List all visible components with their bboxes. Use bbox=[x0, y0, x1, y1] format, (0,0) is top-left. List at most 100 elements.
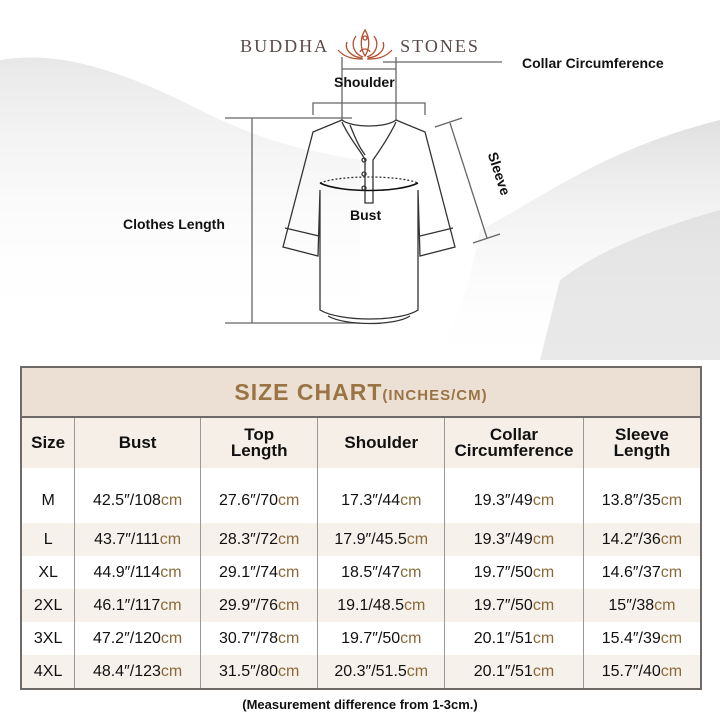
value-text: 14.6″/37 bbox=[601, 563, 661, 581]
measurement-cell: 29.1″/74cm bbox=[199, 556, 318, 589]
value-text: 28.3″/72 bbox=[218, 530, 279, 548]
unit-text: cm bbox=[278, 530, 300, 548]
table-row: XL 44.9″/114cm 29.1″/74cm 18.5″/47cm 19.7″/5… bbox=[21, 556, 701, 589]
size-cell: 4XL bbox=[21, 655, 75, 689]
value-text: 15.4″/39 bbox=[601, 629, 661, 647]
unit-text: cm bbox=[400, 563, 422, 581]
measurement-cell: 19.1/48.5cm bbox=[317, 589, 445, 622]
value-text: 20.3″/51.5 bbox=[334, 662, 407, 680]
size-chart-table: SIZE CHART(INCHES/CM) Size Bust Top Length S… bbox=[20, 366, 702, 690]
measurement-cell: 15″/38cm bbox=[582, 589, 701, 622]
unit-text: cm bbox=[532, 629, 555, 647]
unit-text: cm bbox=[660, 629, 683, 647]
column-header: Collar Circumference bbox=[444, 417, 584, 468]
unit-text: cm bbox=[160, 596, 182, 614]
unit-text: cm bbox=[278, 563, 300, 581]
shirt-outline bbox=[282, 119, 456, 325]
measurement-cell: 19.7″/50cm bbox=[317, 622, 445, 655]
header-text: Bust bbox=[118, 433, 157, 452]
unit-text: cm bbox=[160, 491, 183, 509]
table-row: 2XL 46.1″/117cm 29.9″/76cm 19.1/48.5cm 19.7″… bbox=[21, 589, 701, 622]
value-text: 31.5″/80 bbox=[218, 662, 279, 680]
unit-text: cm bbox=[160, 563, 182, 581]
header-text: Size bbox=[31, 433, 66, 452]
measurement-cell: 17.9″/45.5cm bbox=[317, 523, 445, 556]
unit-text: cm bbox=[406, 530, 429, 548]
unit-text: cm bbox=[403, 596, 426, 614]
measurement-cell: 44.9″/114cm bbox=[74, 556, 201, 589]
brand-logo: BUDDHA STONES bbox=[0, 26, 720, 67]
unit-text: cm bbox=[160, 662, 183, 680]
unit-text: cm bbox=[159, 530, 182, 548]
measure-lines bbox=[225, 57, 502, 324]
measurement-cell: 43.7″/111cm bbox=[74, 523, 201, 556]
measurement-cell: 31.5″/80cm bbox=[199, 655, 318, 689]
unit-text: cm bbox=[532, 563, 555, 581]
value-text: 18.5″/47 bbox=[341, 563, 401, 581]
table-row: 4XL 48.4″/123cm 31.5″/80cm 20.3″/51.5cm 20.1… bbox=[21, 655, 701, 689]
header-text: Top bbox=[244, 425, 275, 444]
unit-text: cm bbox=[278, 491, 300, 509]
value-text: 17.9″/45.5 bbox=[334, 530, 407, 548]
value-text: 19.7″/50 bbox=[341, 629, 401, 647]
measurement-cell: 15.4″/39cm bbox=[582, 622, 701, 655]
unit-text: cm bbox=[660, 563, 683, 581]
unit-text: cm bbox=[532, 662, 555, 680]
size-cell: XL bbox=[38, 563, 58, 581]
measurement-cell: 19.3″/49cm bbox=[444, 468, 584, 523]
header-row: Size Bust Top Length Shoulder Collar Circumfer… bbox=[21, 417, 701, 468]
measurement-cell: 46.1″/117cm bbox=[74, 589, 201, 622]
value-text: 47.2″/120 bbox=[92, 629, 161, 647]
header-text: Length bbox=[613, 441, 671, 460]
measurement-cell: 47.2″/120cm bbox=[74, 622, 201, 655]
value-text: 19.3″/49 bbox=[473, 530, 533, 548]
unit-text: cm bbox=[654, 596, 676, 614]
measurement-cell: 13.8″/35cm bbox=[582, 468, 701, 523]
value-text: 29.9″/76 bbox=[218, 596, 279, 614]
value-text: 14.2″/36 bbox=[601, 530, 661, 548]
measurement-cell: 20.1″/51cm bbox=[444, 622, 584, 655]
value-text: 44.9″/114 bbox=[93, 563, 161, 581]
value-text: 20.1″/51 bbox=[473, 629, 533, 647]
column-header: Shoulder bbox=[317, 417, 445, 468]
measurement-cell: 17.3″/44cm bbox=[317, 468, 445, 523]
unit-text: cm bbox=[532, 596, 555, 614]
size-cell: M bbox=[41, 491, 55, 509]
lotus-meditation-logo-icon bbox=[336, 26, 394, 67]
value-text: 19.3″/49 bbox=[473, 491, 533, 509]
title-unit: (INCHES/CM) bbox=[382, 386, 488, 404]
value-text: 27.6″/70 bbox=[218, 491, 279, 509]
bust-label: Bust bbox=[350, 207, 382, 223]
value-text: 15.7″/40 bbox=[601, 662, 661, 680]
measurement-cell: 19.3″/49cm bbox=[444, 523, 584, 556]
value-text: 19.1/48.5 bbox=[337, 596, 404, 614]
unit-text: cm bbox=[400, 491, 422, 509]
unit-text: cm bbox=[660, 662, 683, 680]
value-text: 46.1″/117 bbox=[93, 596, 161, 614]
measurement-cell: 28.3″/72cm bbox=[199, 523, 318, 556]
measurement-cell: 20.1″/51cm bbox=[444, 655, 584, 689]
unit-text: cm bbox=[278, 596, 300, 614]
unit-text: cm bbox=[532, 530, 555, 548]
size-chart-title: SIZE CHART(INCHES/CM) bbox=[21, 367, 701, 418]
unit-text: cm bbox=[160, 629, 183, 647]
value-text: 29.1″/74 bbox=[218, 563, 279, 581]
measurement-cell: 14.6″/37cm bbox=[582, 556, 701, 589]
size-cell: L bbox=[21, 523, 75, 556]
column-header: Size bbox=[21, 417, 75, 468]
value-text: 43.7″/111 bbox=[94, 530, 160, 548]
title-text: SIZE CHART bbox=[234, 378, 383, 405]
unit-text: cm bbox=[278, 629, 300, 647]
measurement-cell: 19.7″/50cm bbox=[444, 556, 584, 589]
size-cell: 3XL bbox=[33, 629, 63, 647]
value-text: 20.1″/51 bbox=[473, 662, 533, 680]
column-header: Bust bbox=[74, 417, 201, 468]
unit-text: cm bbox=[532, 491, 555, 509]
unit-text: cm bbox=[400, 629, 422, 647]
unit-text: cm bbox=[660, 491, 683, 509]
measurement-cell: 30.7″/78cm bbox=[199, 622, 318, 655]
table-row: M 42.5″/108cm 27.6″/70cm 17.3″/44cm 19.3″/49… bbox=[21, 468, 701, 523]
value-text: 19.7″/50 bbox=[473, 563, 533, 581]
